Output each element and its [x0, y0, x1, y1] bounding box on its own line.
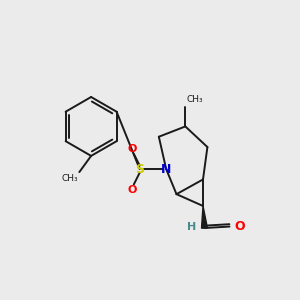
Text: O: O	[234, 220, 244, 233]
Text: H: H	[187, 222, 196, 232]
Text: O: O	[128, 143, 137, 154]
Text: N: N	[161, 163, 171, 176]
Text: CH₃: CH₃	[187, 95, 203, 104]
Polygon shape	[202, 206, 207, 228]
Text: CH₃: CH₃	[61, 174, 78, 183]
Text: O: O	[128, 185, 137, 195]
Text: S: S	[135, 163, 144, 176]
